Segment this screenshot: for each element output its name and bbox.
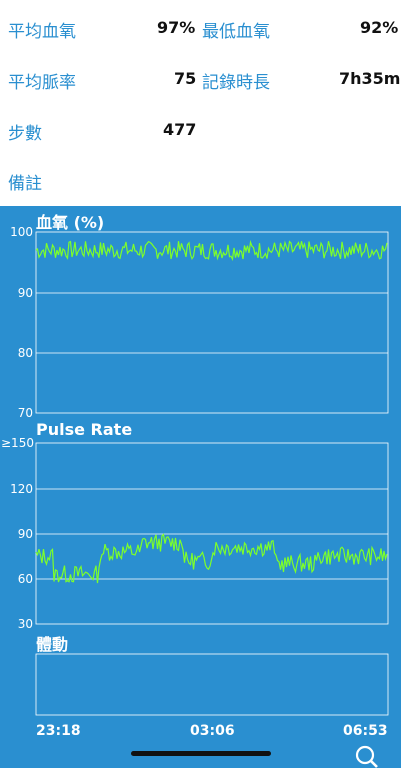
pulse-title: Pulse Rate [36, 420, 133, 439]
duration-value: 7h35m [339, 69, 401, 88]
duration-label: 記錄時長 [202, 73, 270, 93]
notes-field[interactable]: 備註 [8, 174, 42, 194]
summary-stats: 平均血氧 97% 最低血氧 92% 平均脈率 75 記錄時長 7h35m 步數 … [0, 0, 401, 206]
pulse-frame [35, 442, 389, 625]
home-indicator [131, 751, 271, 756]
spo2-tick-70: 70 [17, 406, 33, 420]
avg-pulse-value: 75 [174, 69, 197, 88]
pulse-tick-120: 120 [10, 482, 33, 496]
avg-spo2-label: 平均血氧 [8, 22, 76, 42]
spo2-tick-80: 80 [17, 346, 33, 360]
steps-value: 477 [163, 120, 197, 139]
avg-pulse-label: 平均脈率 [8, 73, 76, 93]
spo2-tick-90: 90 [17, 286, 33, 300]
x-tick-mid: 03:06 [190, 723, 235, 739]
pulse-tick-60: 60 [17, 572, 33, 586]
pulse-tick-90: 90 [17, 527, 33, 541]
pulse-tick-150: ≥150 [1, 436, 34, 450]
min-spo2-label: 最低血氧 [202, 22, 270, 42]
pulse-series-line [35, 533, 388, 584]
pulse-chart [35, 442, 389, 625]
spo2-tick-100: 100 [10, 225, 33, 239]
motion-title: 體動 [36, 635, 69, 654]
spo2-series-line [35, 239, 388, 262]
spo2-frame [35, 231, 389, 414]
x-tick-end: 06:53 [343, 723, 388, 739]
pulse-tick-30: 30 [17, 617, 33, 631]
search-icon [355, 745, 378, 768]
search-button[interactable] [352, 744, 382, 768]
charts-panel [0, 206, 401, 768]
min-spo2-value: 92% [360, 18, 399, 37]
steps-label: 步數 [8, 124, 42, 144]
avg-spo2-value: 97% [157, 18, 196, 37]
spo2-chart [35, 231, 389, 414]
motion-frame [35, 653, 389, 716]
x-tick-start: 23:18 [36, 723, 81, 739]
motion-chart [35, 653, 389, 716]
spo2-title: 血氧 (%) [36, 213, 105, 232]
